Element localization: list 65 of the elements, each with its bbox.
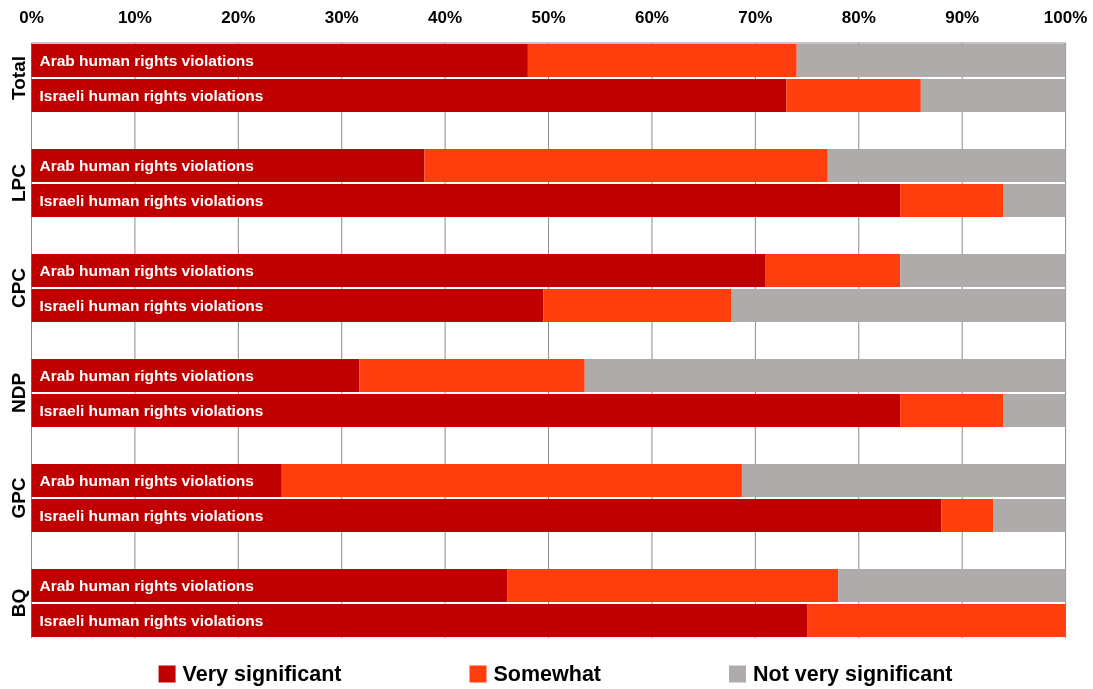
bar xyxy=(807,604,1066,637)
bar xyxy=(31,569,508,602)
y-axis-title: BQ xyxy=(7,588,29,618)
bar xyxy=(31,289,544,322)
bar xyxy=(424,149,828,182)
y-tick-label: Israeli human rights violations xyxy=(39,402,264,419)
bar xyxy=(31,184,901,217)
bar xyxy=(1003,394,1066,427)
bar xyxy=(31,394,901,427)
y-tick-label: Israeli human rights violations xyxy=(39,87,264,104)
x-tick-label: 90% xyxy=(945,7,980,27)
y-axis-title: NDP xyxy=(7,372,29,414)
bar xyxy=(993,499,1066,532)
x-tick-label: 0% xyxy=(19,7,44,27)
bar xyxy=(584,359,1066,392)
bar xyxy=(1003,184,1066,217)
bar xyxy=(31,44,528,77)
y-axis-title: LPC xyxy=(7,163,29,202)
bar xyxy=(31,79,787,112)
bar xyxy=(900,184,1004,217)
bar xyxy=(31,604,808,637)
x-tick-label: 70% xyxy=(738,7,773,27)
x-tick-label: 10% xyxy=(117,7,152,27)
y-tick-label: Arab human rights violations xyxy=(39,52,254,69)
x-tick-label: 40% xyxy=(428,7,463,27)
bar xyxy=(281,464,742,497)
bar xyxy=(31,149,425,182)
bar xyxy=(543,289,732,322)
bar xyxy=(31,254,766,287)
legend-label: Not very significant xyxy=(753,662,953,686)
bar xyxy=(827,149,1066,182)
legend-label: Very significant xyxy=(182,662,342,686)
x-tick-label: 80% xyxy=(841,7,876,27)
x-tick-label: 30% xyxy=(324,7,359,27)
y-axis-title: GPC xyxy=(7,477,29,519)
y-tick-label: Arab human rights violations xyxy=(39,367,254,384)
y-tick-label: Israeli human rights violations xyxy=(39,192,264,209)
x-tick-label: 20% xyxy=(221,7,256,27)
y-axis-title: Total xyxy=(7,56,29,100)
legend-label: Somewhat xyxy=(493,662,602,686)
bar xyxy=(507,569,839,602)
x-tick-label: 100% xyxy=(1043,7,1088,27)
x-tick-label: 50% xyxy=(531,7,566,27)
y-tick-label: Israeli human rights violations xyxy=(39,507,264,524)
y-tick-label: Arab human rights violations xyxy=(39,262,254,279)
y-tick-label: Arab human rights violations xyxy=(39,577,254,594)
bar xyxy=(31,499,942,532)
bar xyxy=(731,289,1066,322)
y-axis-title: CPC xyxy=(7,267,29,309)
y-tick-label: Israeli human rights violations xyxy=(39,612,264,629)
bar xyxy=(359,359,585,392)
y-tick-label: Arab human rights violations xyxy=(39,157,254,174)
bar xyxy=(765,254,901,287)
bar xyxy=(900,394,1004,427)
bar xyxy=(527,44,797,77)
bar xyxy=(900,254,1066,287)
bar xyxy=(741,464,1066,497)
y-tick-label: Israeli human rights violations xyxy=(39,297,264,314)
bar xyxy=(920,79,1066,112)
bar xyxy=(838,569,1066,602)
y-tick-label: Arab human rights violations xyxy=(39,472,254,489)
bar xyxy=(796,44,1066,77)
bar xyxy=(786,79,921,112)
x-tick-label: 60% xyxy=(634,7,669,27)
bar xyxy=(941,499,994,532)
